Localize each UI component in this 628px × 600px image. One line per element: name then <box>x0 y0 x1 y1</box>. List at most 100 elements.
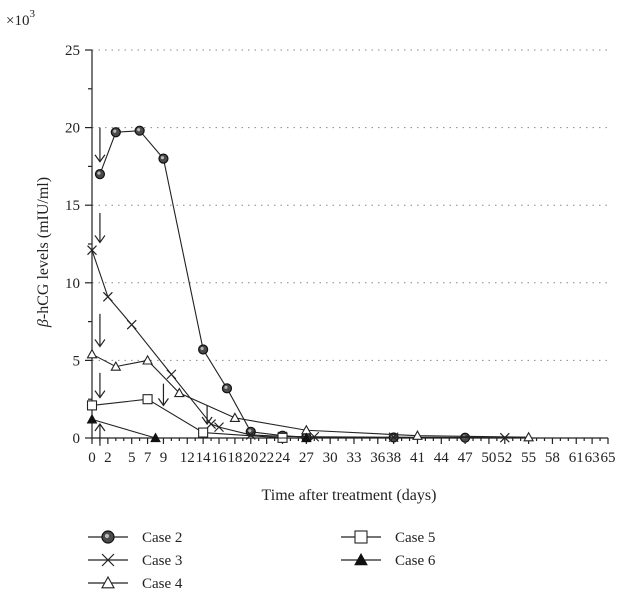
arrow-head <box>94 154 106 163</box>
legend-item-case-4: Case 4 <box>88 575 183 592</box>
annotation-arrow <box>94 212 106 244</box>
x-tick-label: 27 <box>299 450 315 466</box>
marker-triangle-open <box>173 387 185 398</box>
data-point <box>94 169 106 180</box>
x-tick-label: 33 <box>346 450 361 466</box>
series-case-4 <box>86 348 535 442</box>
marker-highlight <box>113 129 117 133</box>
marker-highlight <box>97 171 101 175</box>
marker-square-open <box>142 394 153 405</box>
x-tick-label: 63 <box>585 450 600 466</box>
x-tick-label: 7 <box>144 450 152 466</box>
series-case-6 <box>86 413 312 443</box>
x-tick-label: 30 <box>323 450 338 466</box>
marker-triangle-filled <box>150 432 161 443</box>
marker-cross-b <box>166 369 177 380</box>
data-point <box>173 387 185 398</box>
annotation-arrow <box>157 383 169 407</box>
marker-cross-b <box>102 291 113 302</box>
legend-label: Case 2 <box>142 530 182 546</box>
data-point <box>86 348 98 359</box>
x-tick-label: 52 <box>497 450 512 466</box>
series-line <box>91 250 505 439</box>
x-tick-label: 58 <box>545 450 560 466</box>
legend-item-case-2: Case 2 <box>88 530 182 546</box>
data-point <box>214 422 224 433</box>
y-tick-label: 25 <box>65 43 80 59</box>
x-tick-label: 41 <box>410 450 425 466</box>
data-point <box>86 400 98 411</box>
data-point <box>150 432 161 443</box>
data-point <box>87 245 97 256</box>
y-multiplier-label: ×103 <box>6 8 35 29</box>
x-tick-label: 36 <box>370 450 386 466</box>
x-axis-title: Time after treatment (days) <box>262 487 437 504</box>
legend-item-case-3: Case 3 <box>88 553 182 569</box>
data-point <box>198 427 209 438</box>
annotation-arrow <box>94 313 106 348</box>
series-line <box>91 353 529 438</box>
x-tick-label: 47 <box>458 450 474 466</box>
marker-square-open <box>86 400 98 411</box>
legend-label: Case 3 <box>142 553 182 569</box>
x-tick-label: 24 <box>275 450 291 466</box>
y-axis-title: β-hCG levels (mIU/ml) <box>35 177 52 328</box>
x-tick-label: 9 <box>160 450 168 466</box>
legend: Case 2 Case 3 Case 4 Case 5 Case 6 <box>88 530 436 592</box>
data-point <box>412 430 423 440</box>
data-point <box>166 369 177 380</box>
data-point <box>86 413 98 424</box>
arrow-head <box>201 416 213 426</box>
marker-highlight <box>224 385 228 389</box>
x-tick-label: 22 <box>259 450 274 466</box>
x-tick-label: 55 <box>521 450 536 466</box>
marker-cross-b <box>206 419 217 429</box>
annotation-arrow <box>201 405 213 426</box>
data-point <box>158 153 169 164</box>
data-point <box>523 431 535 442</box>
annotation-arrow <box>94 127 106 163</box>
y-tick-label: 15 <box>65 198 80 214</box>
data-point <box>142 354 154 365</box>
data-point <box>206 419 217 429</box>
x-tick-label: 44 <box>434 450 450 466</box>
series-layer <box>86 125 535 443</box>
x-tick-label: 5 <box>128 450 136 466</box>
arrows-layer <box>94 127 213 446</box>
series-line <box>91 398 283 439</box>
series-line <box>99 130 466 439</box>
data-point <box>499 432 510 443</box>
arrow-head <box>157 398 169 407</box>
y-tick-label: 5 <box>73 353 81 369</box>
data-point <box>134 125 145 136</box>
arrow-head <box>94 390 106 399</box>
marker-triangle-filled <box>300 432 312 443</box>
x-tick-label: 2 <box>104 450 112 466</box>
y-tick-label: 0 <box>73 431 81 447</box>
x-tick-label: 61 <box>569 450 584 466</box>
series-case-3 <box>87 245 510 443</box>
x-tick-label: 0 <box>88 450 96 466</box>
marker-highlight <box>104 533 110 539</box>
data-point <box>300 432 312 443</box>
marker-square-open <box>354 530 368 544</box>
marker-cross-b <box>214 422 224 433</box>
x-tick-label: 12 <box>180 450 195 466</box>
x-tick-label: 16 <box>212 450 228 466</box>
marker-cross-b <box>499 432 510 443</box>
data-point <box>126 319 137 330</box>
data-point <box>142 394 153 405</box>
marker-triangle-open <box>229 412 241 422</box>
legend-item-case-5: Case 5 <box>341 530 435 546</box>
data-point <box>110 360 122 371</box>
marker-triangle-open <box>86 348 98 359</box>
y-tick-label: 20 <box>65 121 80 137</box>
marker-highlight <box>137 128 141 132</box>
marker-cross-b <box>87 245 97 256</box>
x-tick-label: 18 <box>227 450 242 466</box>
data-point <box>110 127 121 138</box>
marker-cross-b <box>101 553 115 567</box>
x-tick-label: 65 <box>601 450 616 466</box>
marker-square-open <box>198 427 209 438</box>
marker-highlight <box>200 346 204 351</box>
